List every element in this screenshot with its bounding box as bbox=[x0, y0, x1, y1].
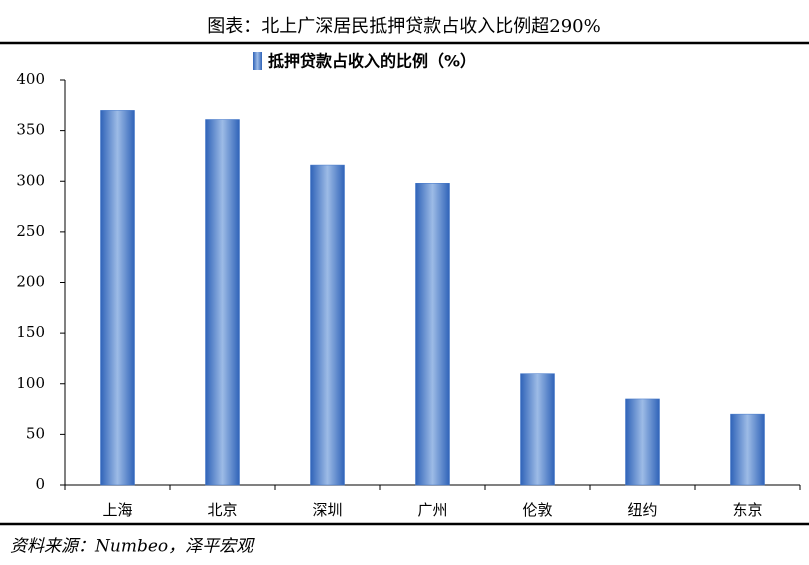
bar bbox=[730, 413, 765, 486]
bar bbox=[100, 110, 135, 486]
x-tick-label: 广州 bbox=[417, 501, 447, 519]
y-tick-label: 150 bbox=[16, 323, 45, 341]
bar bbox=[310, 164, 345, 486]
x-tick-label: 深圳 bbox=[312, 501, 342, 519]
bar bbox=[520, 373, 555, 486]
x-tick-label: 伦敦 bbox=[522, 501, 552, 519]
source-note: 资料来源：Numbeo，泽平宏观 bbox=[10, 537, 255, 557]
x-tick-label: 上海 bbox=[102, 501, 132, 519]
x-tick-label: 东京 bbox=[732, 501, 762, 519]
bar bbox=[625, 398, 660, 486]
y-tick-label: 350 bbox=[16, 121, 45, 139]
y-tick-label: 200 bbox=[16, 273, 45, 291]
y-tick-label: 0 bbox=[35, 475, 45, 493]
chart-title: 图表：北上广深居民抵押贷款占收入比例超290% bbox=[207, 16, 600, 37]
legend-label: 抵押贷款占收入的比例（%） bbox=[268, 52, 476, 71]
y-tick-label: 400 bbox=[16, 70, 45, 88]
y-tick-label: 250 bbox=[16, 222, 45, 240]
x-tick-label: 纽约 bbox=[627, 501, 657, 519]
bar bbox=[205, 119, 240, 486]
bar bbox=[415, 183, 450, 486]
y-tick-label: 100 bbox=[16, 374, 45, 392]
x-tick-label: 北京 bbox=[207, 501, 237, 519]
y-tick-label: 50 bbox=[26, 424, 45, 442]
y-tick-label: 300 bbox=[16, 171, 45, 189]
legend-swatch bbox=[253, 52, 262, 70]
